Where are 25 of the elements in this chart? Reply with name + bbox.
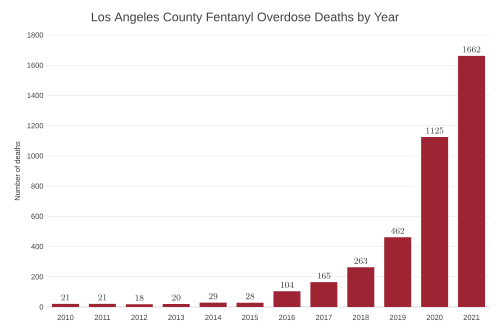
data-label: 104 — [280, 282, 294, 288]
bar — [458, 56, 486, 307]
data-label: 29 — [208, 293, 218, 300]
data-label: 263 — [354, 258, 368, 264]
data-label: 21 — [98, 294, 106, 300]
data-label: 20 — [172, 294, 180, 301]
bar — [421, 137, 448, 307]
bar — [273, 291, 300, 307]
data-label: 1125 — [426, 128, 444, 134]
data-label: 28 — [246, 293, 254, 300]
bar — [347, 267, 374, 307]
data-label: 462 — [391, 228, 404, 234]
bar — [384, 237, 412, 307]
bar — [88, 304, 116, 307]
bar — [162, 304, 190, 307]
data-label: 1662 — [463, 46, 480, 53]
bar — [126, 304, 153, 307]
chart-title: Los Angeles County Fentanyl Overdose Deaths by Year — [92, 12, 399, 24]
bar — [236, 302, 264, 307]
data-label: 21 — [61, 294, 70, 300]
data-label: 18 — [136, 294, 144, 301]
bar — [200, 302, 227, 307]
bar — [52, 304, 79, 307]
bar — [310, 282, 338, 307]
data-label: 165 — [318, 272, 330, 279]
